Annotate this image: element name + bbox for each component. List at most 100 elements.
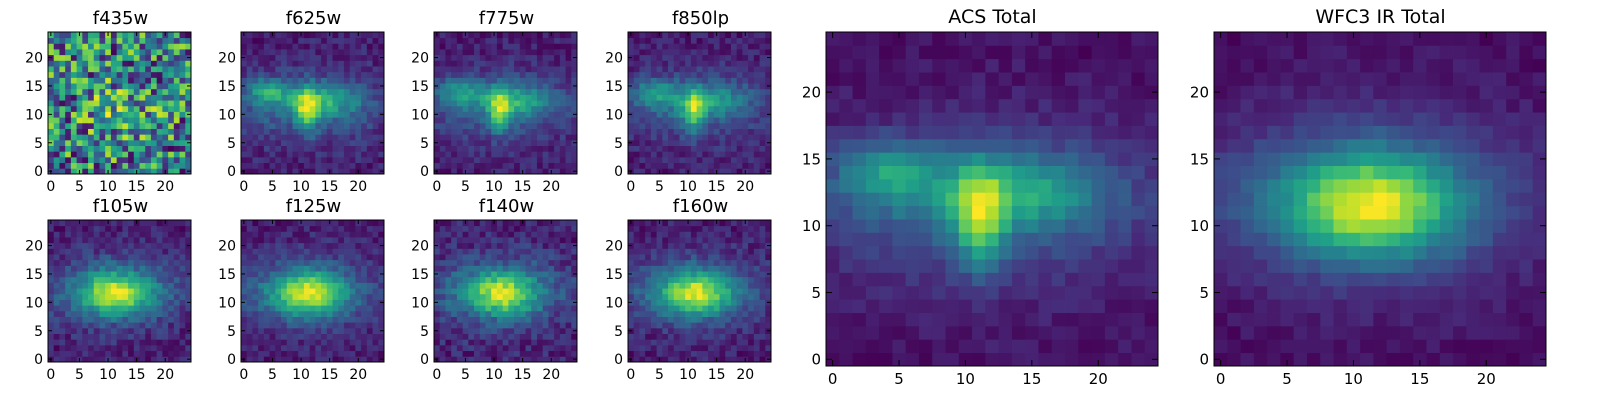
heatmap-cell: [372, 117, 379, 124]
heatmap-cell: [99, 271, 106, 278]
heatmap-cell: [514, 100, 521, 107]
heatmap-cell: [668, 134, 675, 141]
heatmap-cell: [139, 265, 146, 272]
heatmap-cell: [713, 333, 720, 340]
heatmap-cell: [479, 122, 486, 129]
heatmap-cell: [485, 265, 492, 272]
heatmap-cell: [150, 71, 158, 78]
heatmap-cell: [725, 282, 732, 289]
heatmap-cell: [162, 94, 169, 101]
heatmap-cell: [246, 100, 253, 107]
heatmap-cell: [668, 83, 675, 90]
heatmap-cell: [76, 293, 83, 300]
heatmap-cell: [105, 271, 112, 278]
heatmap-cell: [496, 156, 504, 164]
heatmap-cell: [708, 49, 715, 56]
heatmap-cell: [451, 293, 458, 300]
heatmap-cell: [93, 322, 100, 329]
heatmap-cell: [145, 94, 152, 101]
heatmap-cell: [128, 145, 135, 152]
heatmap-cell: [633, 83, 640, 90]
heatmap-cell: [326, 225, 333, 232]
heatmap-cell: [99, 305, 106, 312]
heatmap-cell: [685, 66, 692, 73]
heatmap-cell: [65, 71, 72, 78]
x-tick-label: 20: [349, 367, 367, 383]
heatmap-cell: [349, 310, 356, 317]
heatmap-cell: [713, 37, 720, 44]
heatmap-cell: [263, 156, 270, 164]
heatmap-cell: [508, 111, 515, 118]
heatmap-cell: [128, 305, 135, 312]
heatmap-cell: [185, 248, 192, 255]
heatmap-cell: [252, 94, 259, 101]
heatmap-cell: [162, 305, 169, 312]
heatmap-cell: [679, 94, 686, 101]
heatmap-cell: [99, 54, 106, 61]
heatmap-cell: [150, 32, 158, 39]
heatmap-cell: [246, 225, 253, 232]
heatmap-cell: [343, 43, 351, 50]
heatmap-cell: [468, 220, 475, 227]
heatmap-cell: [252, 310, 259, 317]
heatmap-cell: [173, 32, 180, 39]
heatmap-cell: [173, 242, 180, 249]
heatmap-cell: [303, 231, 311, 238]
heatmap-cell: [252, 156, 259, 164]
heatmap-cell: [571, 37, 578, 44]
heatmap-cell: [519, 248, 526, 255]
heatmap-cell: [491, 265, 498, 272]
heatmap-cell: [372, 237, 379, 244]
heatmap-cell: [315, 71, 322, 78]
heatmap-cell: [185, 162, 192, 169]
heatmap-cell: [145, 339, 152, 346]
heatmap-cell: [514, 316, 521, 323]
heatmap-cell: [343, 145, 351, 152]
heatmap-cell: [99, 128, 106, 135]
y-tick-label: 15: [25, 79, 43, 95]
heatmap-cell: [179, 322, 186, 329]
heatmap-cell: [338, 231, 345, 238]
heatmap-cell: [156, 122, 163, 129]
heatmap-cell: [162, 339, 169, 346]
heatmap-cell: [439, 316, 446, 323]
heatmap-cell: [258, 242, 265, 249]
heatmap-cell: [753, 282, 760, 289]
heatmap-cell: [343, 117, 351, 124]
heatmap-cells: [48, 32, 192, 175]
heatmap-cell: [246, 248, 253, 255]
heatmap-cell: [321, 43, 328, 50]
heatmap-cell: [241, 310, 248, 317]
heatmap-cell: [668, 139, 675, 146]
heatmap-cell: [99, 259, 106, 266]
heatmap-cell: [105, 43, 112, 50]
heatmap-cell: [366, 288, 373, 295]
heatmap-cell: [378, 265, 385, 272]
heatmap-cell: [708, 299, 715, 306]
heatmap-cell: [502, 32, 509, 39]
heatmap-cell: [246, 122, 253, 129]
heatmap-cell: [269, 122, 276, 129]
heatmap-cell: [309, 310, 316, 317]
heatmap-cell: [559, 282, 566, 289]
heatmap-cell: [531, 350, 538, 357]
heatmap-cell: [298, 37, 305, 44]
heatmap-cell: [372, 299, 379, 306]
heatmap-cell: [474, 83, 481, 90]
heatmap-cell: [361, 254, 368, 261]
heatmap-cell: [462, 162, 469, 169]
heatmap-cell: [650, 105, 657, 112]
heatmap-cell: [168, 32, 175, 39]
heatmap-cell: [525, 293, 532, 300]
heatmap-cell: [730, 134, 738, 141]
heatmap-cell: [128, 88, 135, 95]
heatmap-cell: [116, 288, 123, 295]
heatmap-cell: [713, 83, 720, 90]
heatmap-cell: [168, 265, 175, 272]
heatmap-cell: [673, 66, 680, 73]
heatmap-cell: [708, 128, 715, 135]
heatmap-cell: [343, 88, 351, 95]
heatmap-cell: [531, 134, 538, 141]
heatmap-cell: [263, 117, 270, 124]
heatmap-cell: [439, 66, 446, 73]
